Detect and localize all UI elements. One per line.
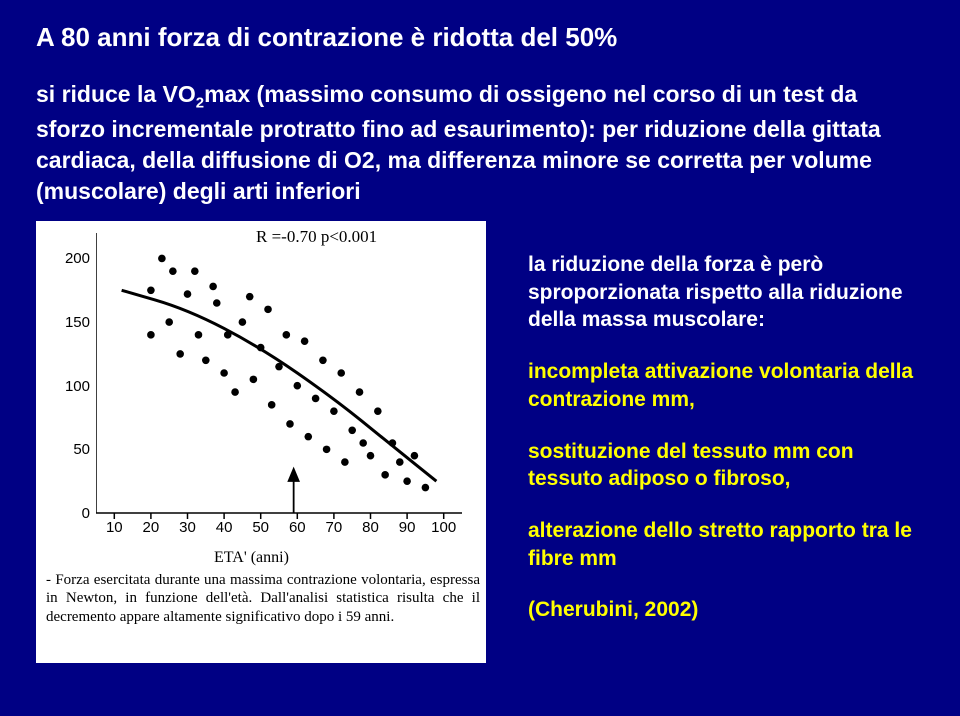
x-tick-label: 60	[289, 519, 306, 536]
y-tick-label: 100	[56, 378, 90, 395]
x-tick-label: 40	[216, 519, 233, 536]
bullet-3: sostituzione del tessuto mm con tessuto …	[528, 438, 924, 493]
x-tick-label: 10	[106, 519, 123, 536]
plot-svg	[96, 233, 462, 531]
y-tick-label: 0	[56, 505, 90, 522]
y-tick-label: 150	[56, 314, 90, 331]
x-tick-label: 50	[252, 519, 269, 536]
slide-title: A 80 anni forza di contrazione è ridotta…	[36, 22, 924, 53]
x-tick-label: 30	[179, 519, 196, 536]
para-prefix: si riduce la VO	[36, 81, 196, 107]
intro-paragraph: si riduce la VO2max (massimo consumo di …	[36, 79, 924, 207]
bullet-list: la riduzione della forza è però sproporz…	[486, 221, 924, 648]
bullet-5: (Cherubini, 2002)	[528, 596, 924, 624]
slide: A 80 anni forza di contrazione è ridotta…	[0, 0, 960, 716]
lower-row: R =-0.70 p<0.001 050100150200 1020304050…	[36, 221, 924, 663]
x-tick-label: 20	[143, 519, 160, 536]
y-tick-label: 200	[56, 250, 90, 267]
y-tick-label: 50	[56, 441, 90, 458]
x-tick-label: 90	[399, 519, 416, 536]
bullet-4: alterazione dello stretto rapporto tra l…	[528, 517, 924, 572]
scatter-figure: R =-0.70 p<0.001 050100150200 1020304050…	[36, 221, 486, 663]
x-tick-label: 100	[431, 519, 456, 536]
bullet-1: la riduzione della forza è però sproporz…	[528, 251, 924, 334]
x-tick-label: 80	[362, 519, 379, 536]
x-axis-label: ETA' (anni)	[214, 549, 289, 567]
para-subscript: 2	[196, 95, 204, 112]
figure-caption: - Forza esercitata durante una massima c…	[46, 571, 480, 626]
bullet-2: incompleta attivazione volontaria della …	[528, 358, 924, 413]
x-tick-label: 70	[326, 519, 343, 536]
